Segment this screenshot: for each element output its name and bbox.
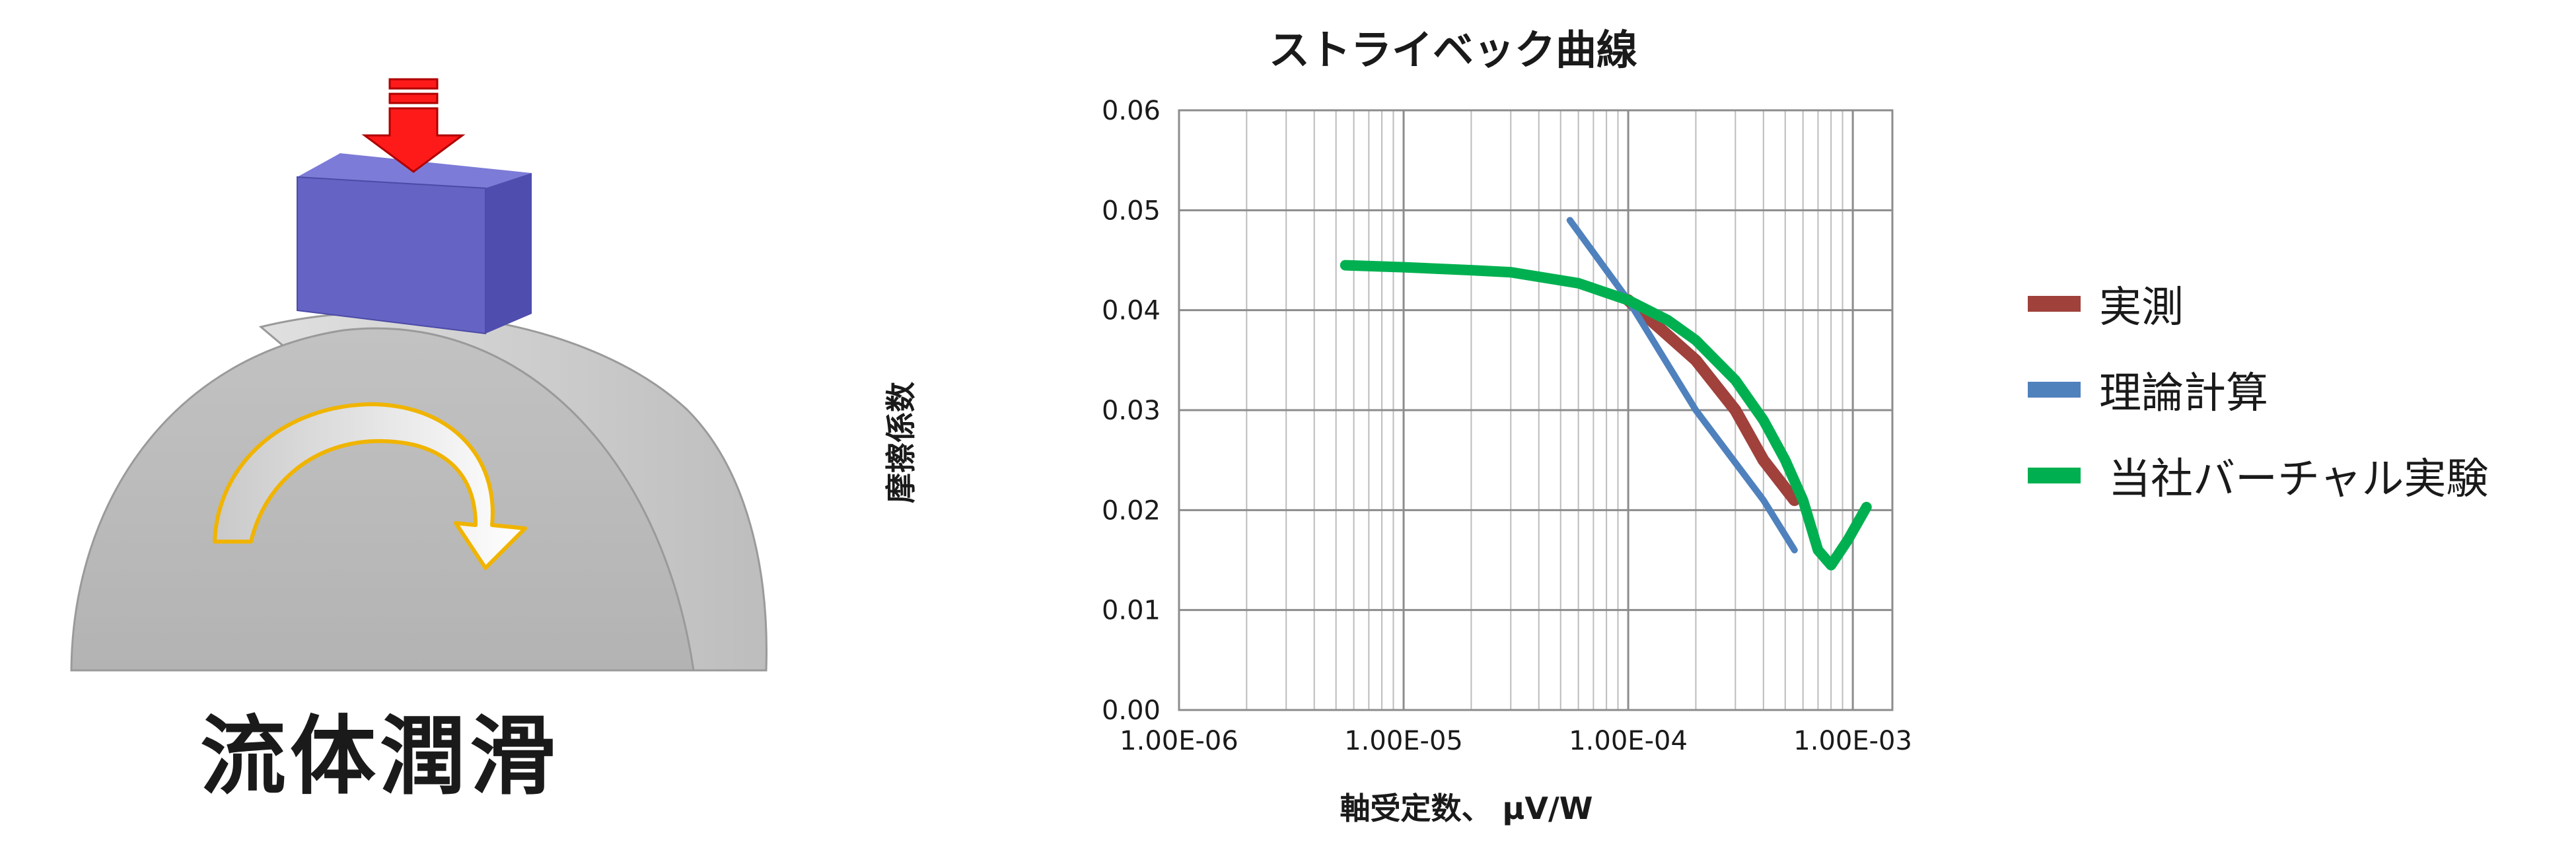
legend-swatch [2028, 468, 2081, 483]
legend-swatch [2028, 296, 2081, 312]
legend-label: 理論計算 [2099, 369, 2268, 418]
series-line-1 [1622, 294, 1801, 507]
x-tick-label: 1.00E-05 [1344, 726, 1463, 756]
sliding-block [297, 153, 532, 335]
y-axis-ticks: 0.00 0.01 0.02 0.03 0.04 0.05 0.06 [1102, 96, 1161, 726]
legend-item-theory: 理論計算 [2028, 347, 2556, 433]
fluid-lubrication-illustration [70, 78, 768, 672]
legend-label: 実測 [2099, 283, 2184, 332]
cylinder [70, 311, 768, 672]
chart-series [1340, 217, 1872, 571]
legend-label: 当社バーチャル実験 [2108, 455, 2489, 504]
legend-item-measured: 実測 [2028, 261, 2556, 347]
rotation-arrow-icon [213, 402, 527, 570]
x-axis-ticks: 1.00E-06 1.00E-05 1.00E-04 1.00E-03 [1120, 726, 1912, 756]
y-tick-label: 0.00 [1102, 695, 1161, 726]
chart-title: ストライベック曲線 [1269, 26, 1637, 74]
chart-grid [1178, 109, 1894, 711]
x-tick-label: 1.00E-06 [1120, 726, 1238, 756]
y-tick-label: 0.03 [1102, 396, 1161, 426]
y-tick-label: 0.06 [1102, 96, 1161, 126]
series-line-2 [1566, 217, 1798, 553]
y-tick-label: 0.01 [1102, 596, 1161, 626]
y-tick-label: 0.02 [1102, 495, 1161, 526]
y-tick-label: 0.05 [1102, 195, 1161, 226]
x-tick-label: 1.00E-03 [1793, 726, 1912, 756]
load-arrow-icon [361, 78, 466, 173]
stribeck-chart: ストライベック曲線 0.00 0.01 0.02 0.03 0.04 0.05 0.06 1… [883, 26, 1912, 826]
series-line-3 [1340, 260, 1872, 571]
y-axis-label: 摩擦係数 [883, 382, 919, 503]
legend-item-virtual-experiment: 当社バーチャル実験 [2028, 433, 2556, 518]
x-tick-label: 1.00E-04 [1569, 726, 1688, 756]
x-axis-label: 軸受定数、 μV/W [1340, 791, 1592, 826]
legend-swatch [2028, 382, 2081, 398]
chart-legend: 実測 理論計算 当社バーチャル実験 [2028, 261, 2556, 518]
illustration-caption: 流体潤滑 [199, 706, 559, 806]
y-tick-label: 0.04 [1102, 296, 1161, 326]
